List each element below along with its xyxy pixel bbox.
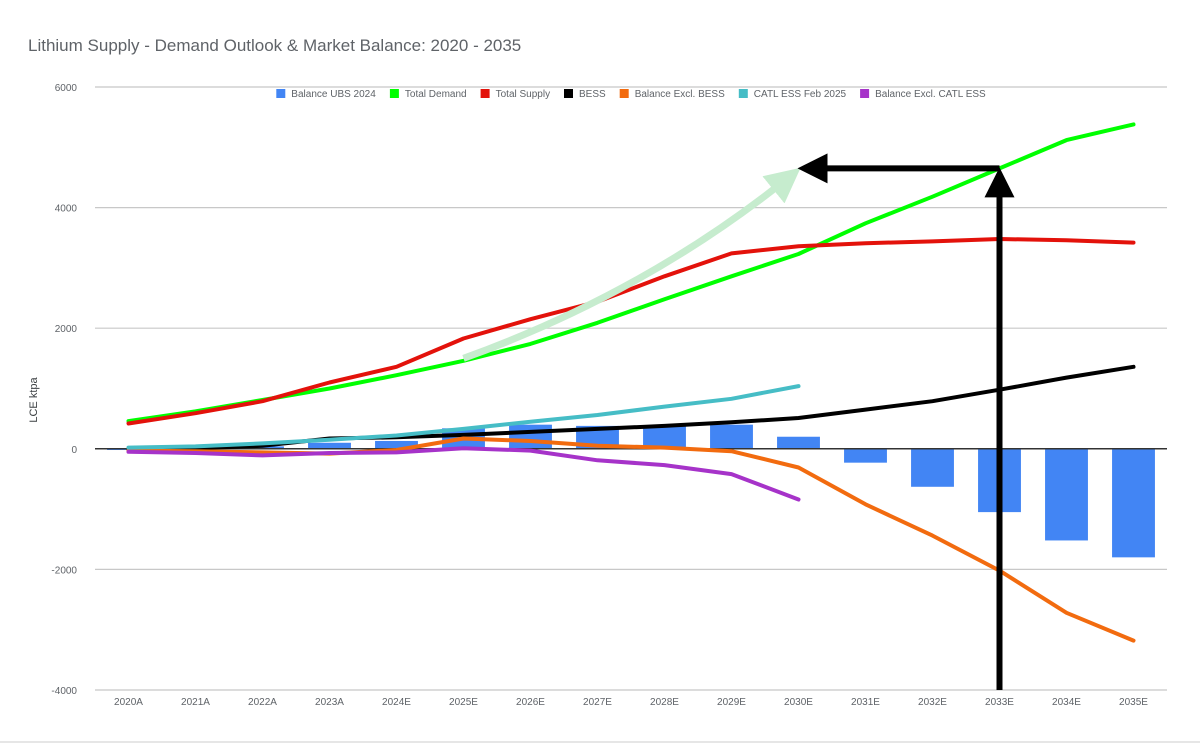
annotation-arrow-green	[462, 167, 801, 362]
bar-2035E	[1112, 448, 1155, 558]
y-axis-ticks: 6000 4000 2000 0 -2000 -4000	[51, 83, 77, 697]
series-line-catl-ess-feb-2025	[126, 384, 801, 450]
gridlines	[95, 86, 1167, 691]
legend-swatch	[860, 89, 870, 98]
x-tick-label: 2030E	[784, 697, 813, 708]
x-tick-label: 2026E	[516, 697, 545, 708]
legend-swatch	[389, 89, 399, 98]
legend-swatch	[276, 89, 286, 98]
x-axis-ticks: 2020A 2021A 2022A 2023A 2024E 2025E 2026E 2027E…	[114, 697, 1148, 708]
legend: Balance UBS 2024 Total Demand Total Supply…	[276, 89, 986, 100]
series-line-total-demand	[126, 122, 1136, 424]
legend-item: Balance Excl. CATL ESS	[860, 89, 986, 100]
y-tick-label: 4000	[55, 204, 78, 215]
legend-swatch	[480, 89, 490, 98]
x-tick-label: 2034E	[1052, 697, 1081, 708]
bar-2034E	[1045, 448, 1088, 541]
x-tick-label: 2028E	[650, 697, 679, 708]
series-line-bess	[126, 364, 1136, 452]
legend-item: Total Supply	[480, 89, 550, 100]
y-tick-label: -2000	[51, 565, 77, 576]
annotation-arrows	[462, 153, 1015, 690]
x-tick-label: 2029E	[717, 697, 746, 708]
legend-item: Balance Excl. BESS	[619, 89, 725, 100]
chart-title: Lithium Supply - Demand Outlook & Market…	[28, 36, 522, 55]
bar-2024E	[375, 440, 418, 449]
x-tick-label: 2027E	[583, 697, 612, 708]
legend-label: BESS	[579, 89, 606, 100]
x-tick-label: 2032E	[918, 697, 947, 708]
x-tick-label: 2031E	[851, 697, 880, 708]
bar-2032E	[911, 448, 954, 487]
bar-2029E	[710, 424, 753, 449]
x-tick-label: 2035E	[1119, 697, 1148, 708]
x-tick-label: 2025E	[449, 697, 478, 708]
series-line-total-supply	[126, 237, 1136, 426]
y-tick-label: 0	[71, 445, 77, 456]
legend-label: CATL ESS Feb 2025	[754, 89, 847, 100]
bottom-divider	[0, 741, 1200, 743]
legend-item: CATL ESS Feb 2025	[738, 89, 847, 100]
bar-series	[107, 424, 1155, 558]
y-tick-label: -4000	[51, 686, 77, 697]
legend-item: Total Demand	[389, 89, 467, 100]
legend-label: Total Demand	[405, 89, 467, 100]
y-axis-label: LCE ktpa	[28, 376, 40, 422]
x-tick-label: 2033E	[985, 697, 1014, 708]
x-tick-label: 2024E	[382, 697, 411, 708]
bar-2031E	[844, 448, 887, 463]
y-tick-label: 6000	[55, 83, 78, 94]
legend-label: Balance UBS 2024	[291, 89, 376, 100]
legend-swatch	[619, 89, 629, 98]
bar-2030E	[777, 436, 820, 449]
x-tick-label: 2021A	[181, 697, 210, 708]
bar-2028E	[643, 425, 686, 449]
legend-label: Total Supply	[496, 89, 550, 100]
series-line-balance-excl-catl-ess	[126, 446, 801, 502]
legend-item: BESS	[564, 89, 606, 100]
y-tick-label: 2000	[55, 324, 78, 335]
legend-item: Balance UBS 2024	[276, 89, 376, 100]
x-tick-label: 2023A	[315, 697, 344, 708]
legend-swatch	[564, 89, 573, 98]
line-series	[126, 122, 1136, 643]
bar-2023A	[308, 442, 351, 449]
bar-2026E	[509, 424, 552, 449]
legend-label: Balance Excl. BESS	[635, 89, 725, 100]
x-tick-label: 2020A	[114, 697, 143, 708]
legend-label: Balance Excl. CATL ESS	[875, 89, 986, 100]
legend-swatch	[738, 89, 748, 98]
x-tick-label: 2022A	[248, 697, 277, 708]
